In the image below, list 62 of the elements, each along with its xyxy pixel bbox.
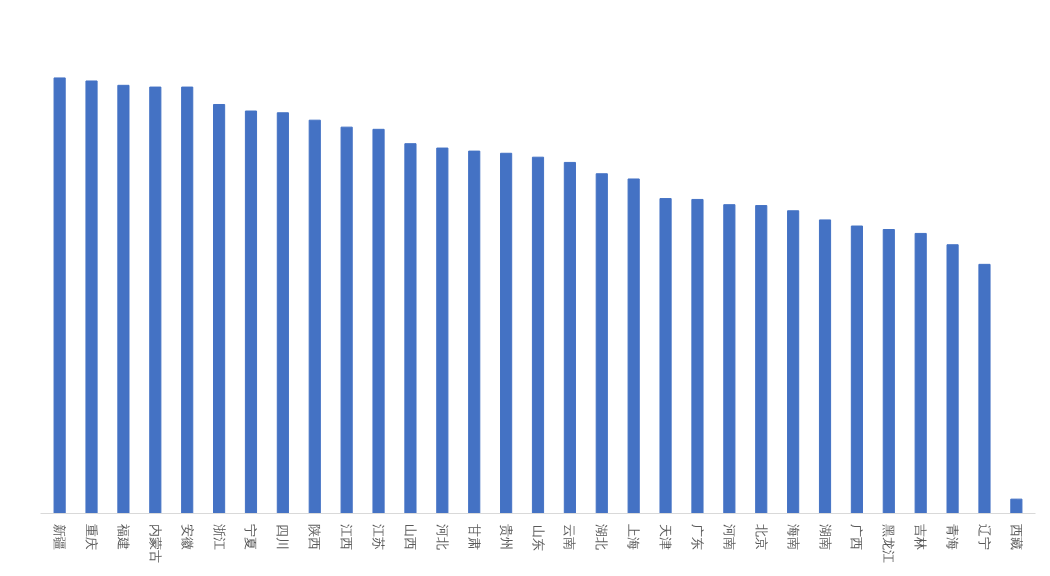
x-tick-label: 重庆 <box>84 524 100 551</box>
bar <box>117 84 130 514</box>
bar <box>818 219 832 514</box>
bar <box>723 204 736 514</box>
bar <box>276 112 289 514</box>
bar <box>946 244 959 514</box>
bar <box>787 210 800 514</box>
x-tick-label: 河南 <box>721 524 737 551</box>
bar <box>1010 498 1023 514</box>
x-tick-label: 内蒙古 <box>147 524 163 564</box>
bar <box>244 110 258 514</box>
x-tick-label: 北京 <box>753 524 769 551</box>
x-tick-label: 湖南 <box>817 524 833 551</box>
x-tick-label: 四川 <box>275 524 291 551</box>
x-tick-label: 天津 <box>658 524 674 551</box>
bar <box>755 205 768 514</box>
x-tick-label: 江西 <box>339 524 355 551</box>
bar <box>850 225 863 514</box>
x-tick-label: 辽宁 <box>976 524 992 551</box>
bar <box>531 156 545 514</box>
x-tick-label: 吉林 <box>913 524 929 551</box>
bar <box>595 173 608 514</box>
x-tick-label: 浙江 <box>211 524 227 551</box>
bar <box>372 128 385 514</box>
x-tick-label: 上海 <box>626 524 642 551</box>
x-tick-label: 山西 <box>402 524 418 551</box>
bar <box>882 229 895 514</box>
x-tick-label: 安徽 <box>179 524 195 551</box>
x-tick-label: 福建 <box>115 524 131 551</box>
x-tick-label: 贵州 <box>498 524 514 551</box>
bar <box>213 103 226 514</box>
x-tick-label: 河北 <box>434 524 450 551</box>
bar <box>181 86 194 514</box>
x-tick-label: 江苏 <box>371 524 387 551</box>
x-tick-label: 甘肃 <box>466 524 482 551</box>
x-tick-label: 西藏 <box>1008 524 1024 551</box>
x-tick-label: 宁夏 <box>243 524 259 551</box>
bar <box>468 150 481 514</box>
bar <box>627 178 640 514</box>
x-tick-label: 新疆 <box>52 524 68 551</box>
bar <box>500 152 513 514</box>
bar <box>149 86 162 514</box>
bar <box>404 143 417 514</box>
x-tick-label: 山东 <box>530 524 546 551</box>
bar <box>691 198 704 514</box>
x-tick-label: 黑龙江 <box>881 524 897 564</box>
bar <box>659 198 672 514</box>
x-tick-label: 广西 <box>849 524 865 551</box>
x-tick-label: 海南 <box>785 524 801 551</box>
bar <box>340 126 353 514</box>
bar <box>978 263 991 514</box>
bar <box>53 77 66 514</box>
x-tick-label: 云南 <box>562 524 578 551</box>
bar <box>436 147 449 514</box>
bar <box>85 80 98 514</box>
x-tick-label: 湖北 <box>594 524 610 551</box>
bar <box>308 119 321 514</box>
x-tick-label: 广东 <box>689 524 705 551</box>
x-tick-label: 陕西 <box>307 524 323 551</box>
bar <box>563 161 576 514</box>
bar <box>914 232 927 514</box>
x-tick-label: 青海 <box>945 524 961 551</box>
